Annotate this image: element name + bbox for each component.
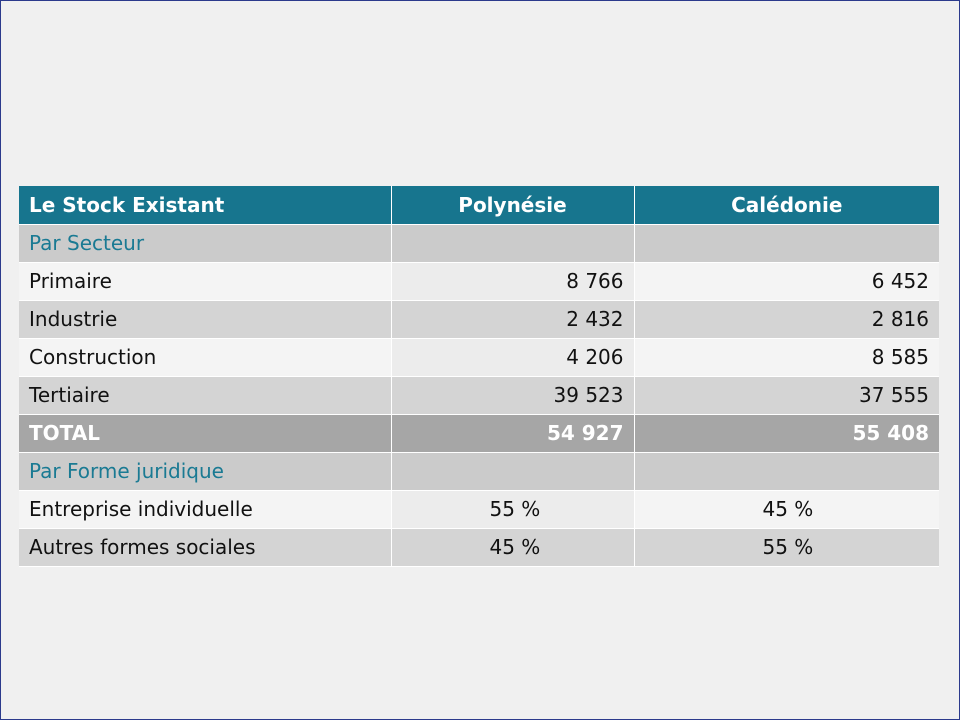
table-row: Primaire 8 766 6 452 [19, 262, 939, 301]
total-label: TOTAL [19, 414, 392, 453]
header-label: Le Stock Existant [19, 186, 392, 225]
table-row: Autres formes sociales 45 % 55 % [19, 528, 939, 567]
table-row: Entreprise individuelle 55 % 45 % [19, 490, 939, 529]
total-row: TOTAL 54 927 55 408 [19, 414, 939, 453]
stock-table: Le Stock Existant Polynésie Calédonie Pa… [19, 186, 939, 567]
row-label: Autres formes sociales [19, 528, 392, 567]
pct-polynesie: 55 % [391, 490, 635, 529]
pct-polynesie: 45 % [391, 528, 635, 567]
value-polynesie: 2 432 [391, 300, 635, 339]
section-row-forme: Par Forme juridique [19, 452, 939, 491]
value-caledonie: 8 585 [634, 338, 939, 377]
row-label: Primaire [19, 262, 392, 301]
header-polynesie: Polynésie [391, 186, 635, 225]
row-label: Industrie [19, 300, 392, 339]
section-cell [634, 452, 939, 491]
header-caledonie: Calédonie [634, 186, 939, 225]
section-cell [391, 224, 635, 263]
pct-caledonie: 55 % [634, 528, 939, 567]
table-row: Industrie 2 432 2 816 [19, 300, 939, 339]
section-cell [391, 452, 635, 491]
total-caledonie: 55 408 [634, 414, 939, 453]
table-row: Tertiaire 39 523 37 555 [19, 376, 939, 415]
value-polynesie: 4 206 [391, 338, 635, 377]
value-polynesie: 8 766 [391, 262, 635, 301]
row-label: Entreprise individuelle [19, 490, 392, 529]
row-label: Tertiaire [19, 376, 392, 415]
value-caledonie: 37 555 [634, 376, 939, 415]
section-row-secteur: Par Secteur [19, 224, 939, 263]
row-label: Construction [19, 338, 392, 377]
section-label-forme: Par Forme juridique [19, 452, 392, 491]
section-cell [634, 224, 939, 263]
total-polynesie: 54 927 [391, 414, 635, 453]
table-header-row: Le Stock Existant Polynésie Calédonie [19, 186, 939, 225]
value-caledonie: 2 816 [634, 300, 939, 339]
pct-caledonie: 45 % [634, 490, 939, 529]
value-caledonie: 6 452 [634, 262, 939, 301]
value-polynesie: 39 523 [391, 376, 635, 415]
table-row: Construction 4 206 8 585 [19, 338, 939, 377]
section-label-secteur: Par Secteur [19, 224, 392, 263]
